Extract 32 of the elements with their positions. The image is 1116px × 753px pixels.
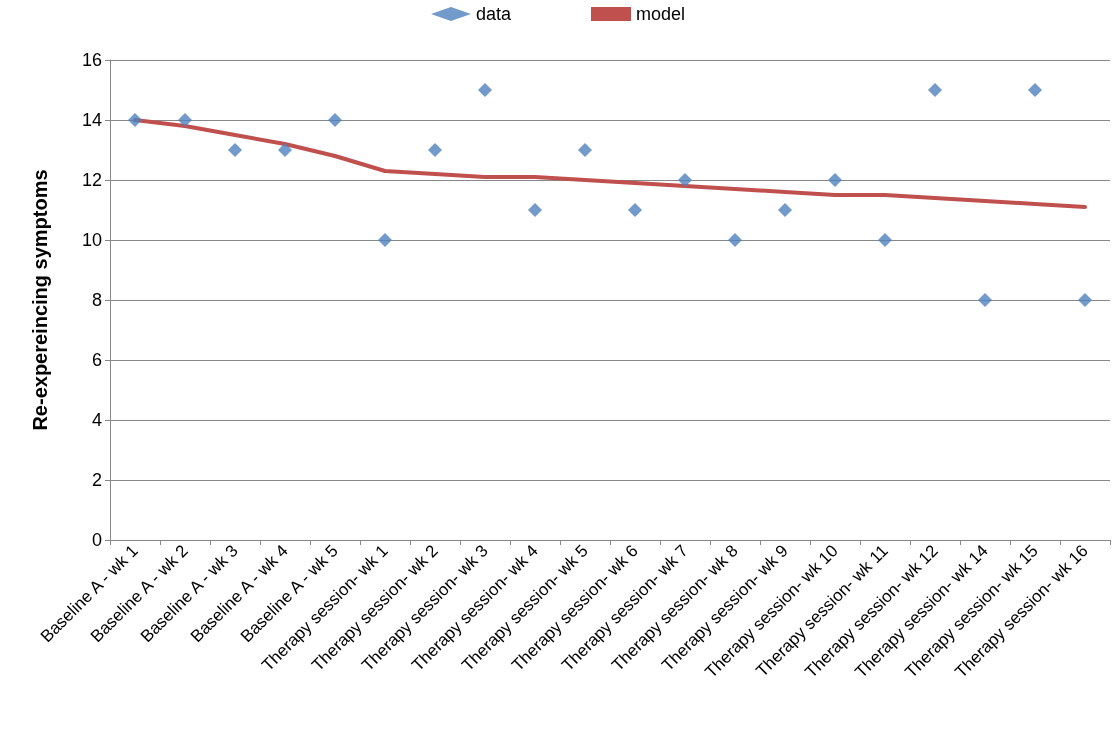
point <box>128 113 142 127</box>
legend-label: data <box>475 4 512 24</box>
point <box>228 143 242 157</box>
y-tick-label: 0 <box>91 530 102 550</box>
point <box>678 173 692 187</box>
point <box>1078 293 1092 307</box>
point <box>828 173 842 187</box>
point <box>978 293 992 307</box>
point <box>628 203 642 217</box>
point <box>278 143 292 157</box>
point <box>328 113 342 127</box>
y-tick-label: 12 <box>81 170 102 190</box>
point <box>1028 83 1042 97</box>
y-tick-label: 10 <box>81 230 102 250</box>
point <box>178 113 192 127</box>
legend-label: model <box>636 4 686 24</box>
y-axis-title: Re-expereincing symptoms <box>29 169 51 431</box>
point <box>778 203 792 217</box>
point <box>378 233 392 247</box>
y-tick-label: 14 <box>81 110 102 130</box>
y-tick-label: 8 <box>91 290 102 310</box>
point <box>528 203 542 217</box>
y-tick-label: 6 <box>91 350 102 370</box>
y-tick-label: 4 <box>91 410 102 430</box>
point <box>928 83 942 97</box>
y-tick-label: 16 <box>81 50 102 70</box>
point <box>728 233 742 247</box>
point <box>578 143 592 157</box>
point <box>428 143 442 157</box>
y-tick-label: 2 <box>91 470 102 490</box>
point <box>878 233 892 247</box>
point <box>478 83 492 97</box>
